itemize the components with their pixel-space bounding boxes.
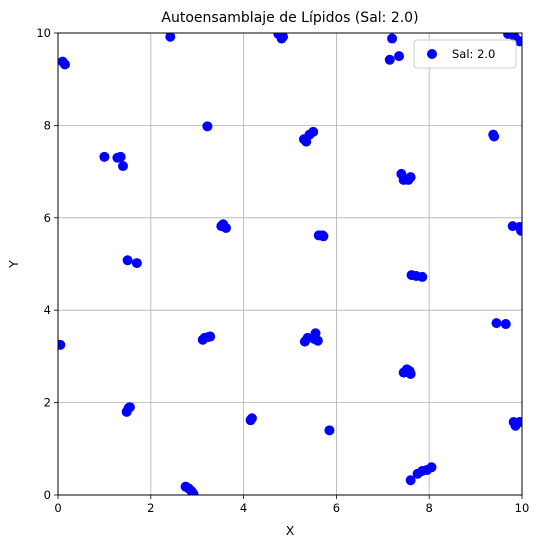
x-tick-label: 0	[54, 501, 61, 515]
scatter-point	[58, 339, 66, 350]
scatter-point	[220, 222, 231, 233]
scatter-point	[202, 121, 213, 132]
scatter-point	[387, 33, 398, 44]
x-tick-label: 2	[147, 501, 154, 515]
scatter-point	[278, 33, 289, 42]
scatter-point	[384, 54, 395, 65]
y-tick-label: 10	[36, 26, 51, 40]
scatter-point	[417, 271, 428, 282]
scatter-point	[59, 59, 70, 70]
y-axis-label: Y	[6, 260, 21, 269]
scatter-point	[394, 51, 405, 62]
scatter-point	[516, 225, 522, 236]
x-tick-label: 4	[240, 501, 247, 515]
scatter-point	[318, 231, 329, 242]
scatter-point	[188, 489, 199, 495]
y-tick-label: 4	[44, 303, 51, 317]
scatter-point	[405, 172, 416, 183]
scatter-point	[324, 425, 335, 436]
x-axis-ticks: 0 2 4 6 8 10	[54, 495, 529, 515]
legend-label: Sal: 2.0	[452, 47, 495, 61]
scatter-point	[124, 402, 135, 413]
chart-title: Autoensamblaje de Lípidos (Sal: 2.0)	[161, 10, 418, 26]
scatter-point	[514, 36, 522, 47]
plot-frame	[57, 32, 523, 496]
scatter-points	[58, 33, 522, 495]
scatter-point	[405, 475, 416, 486]
scatter-point	[122, 255, 133, 266]
scatter-point	[205, 331, 216, 342]
x-tick-label: 8	[426, 501, 433, 515]
scatter-point	[514, 417, 522, 428]
scatter-point	[405, 368, 416, 379]
scatter-point	[489, 131, 500, 142]
legend-box	[413, 39, 517, 69]
scatter-point	[131, 258, 142, 269]
y-axis-ticks: 0 2 4 6 8 10	[36, 26, 58, 502]
x-tick-label: 10	[515, 501, 530, 515]
scatter-point	[115, 151, 126, 162]
y-tick-label: 0	[44, 488, 51, 502]
scatter-point	[426, 462, 437, 473]
scatter-point	[99, 151, 110, 162]
scatter-point	[246, 413, 257, 424]
scatter-point	[500, 319, 511, 330]
scatter-point	[312, 335, 323, 346]
legend: Sal: 2.0	[413, 39, 517, 69]
y-tick-label: 8	[44, 118, 51, 132]
x-axis-label: X	[286, 523, 295, 538]
legend-marker	[427, 49, 437, 59]
scatter-point	[165, 33, 176, 42]
scatter-point	[491, 318, 502, 329]
y-tick-label: 2	[44, 396, 51, 410]
scatter-point	[308, 126, 319, 137]
x-tick-label: 6	[333, 501, 340, 515]
y-tick-label: 6	[44, 211, 51, 225]
scatter-point	[117, 161, 128, 172]
